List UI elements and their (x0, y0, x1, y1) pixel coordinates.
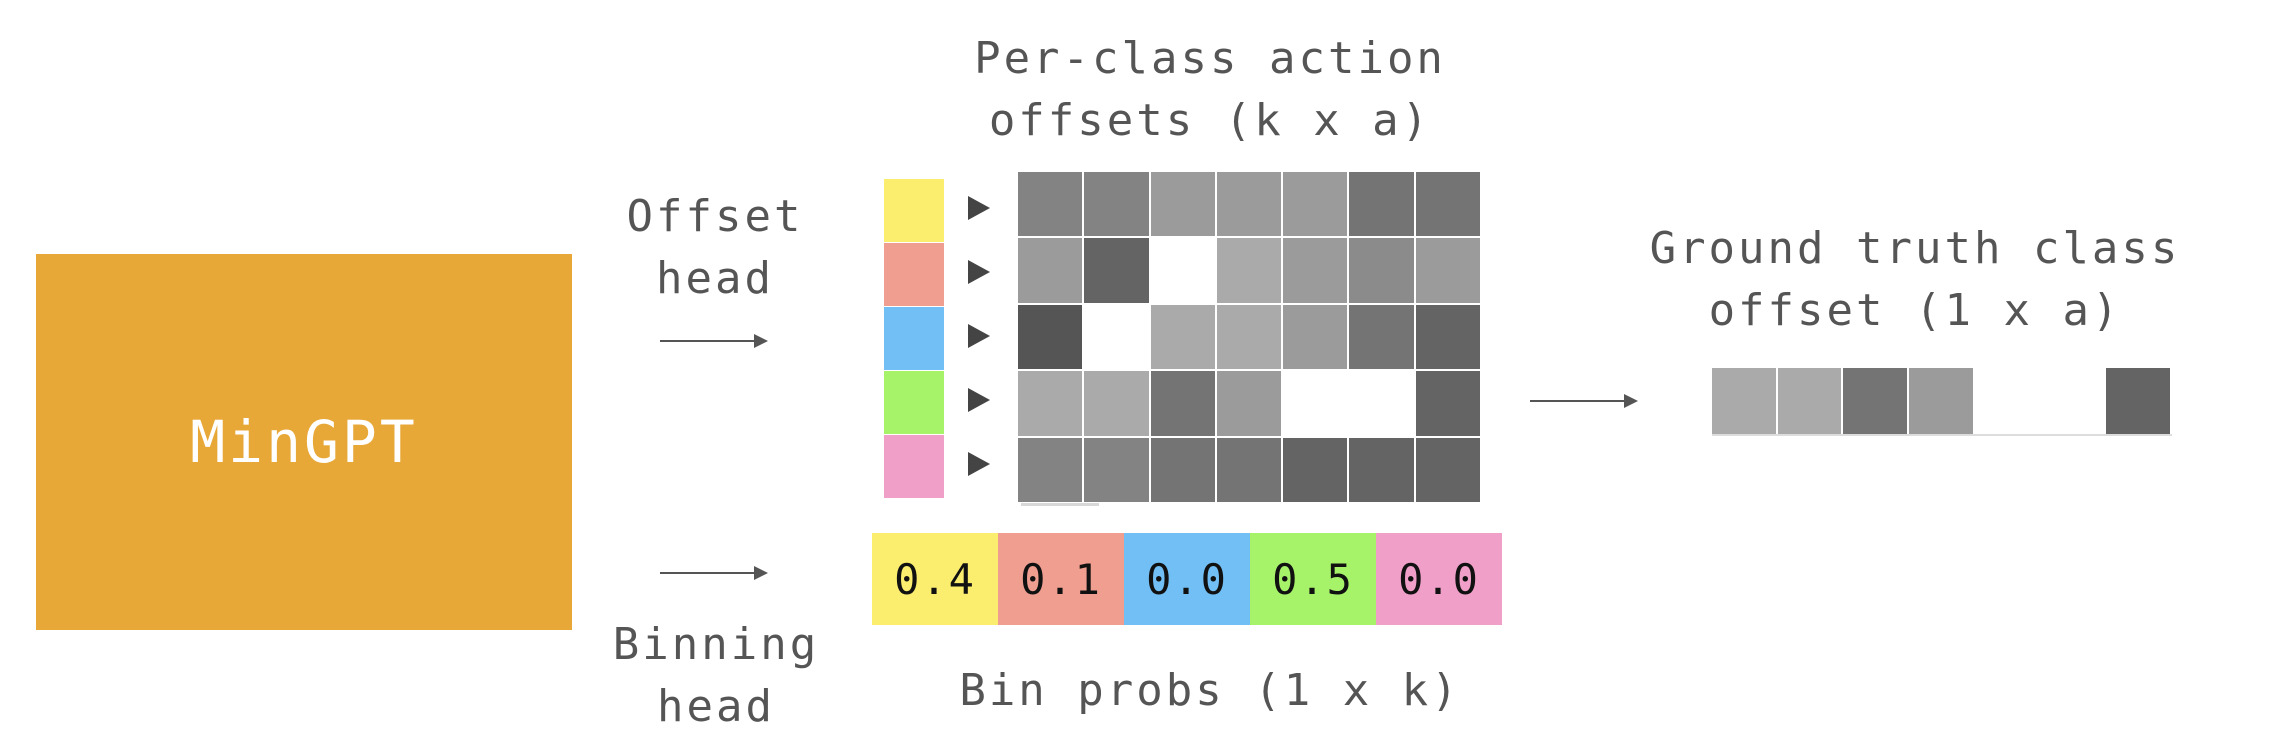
offset-cell (1018, 371, 1083, 436)
offset-cell (1084, 238, 1149, 303)
offset-cell (1216, 304, 1282, 370)
offset-cell (1415, 304, 1480, 370)
gt-offset-cell (1777, 368, 1842, 434)
mingpt-label: MinGPT (190, 408, 418, 476)
offset-cell (1283, 304, 1348, 370)
offset-grid (1018, 172, 1482, 504)
class-color-swatch (884, 435, 944, 498)
gt-offset-cell (1974, 368, 2039, 434)
gt-offset-cell (2106, 368, 2170, 434)
offset-head-line1: Offset (626, 191, 804, 242)
offsets-title-line2: offsets (k x a) (988, 95, 1432, 146)
gt-offset-cell (1909, 368, 1973, 434)
class-color-swatch (884, 307, 944, 370)
offset-cell (1283, 437, 1348, 502)
offset-cell (1283, 172, 1348, 237)
offset-cell (1216, 437, 1282, 502)
class-color-swatch (884, 179, 944, 242)
offset-cell (1018, 238, 1083, 303)
offset-cell (1150, 437, 1215, 502)
offset-cell (1415, 371, 1480, 436)
offset-head-line2: head (656, 253, 774, 304)
binning-head-line2: head (657, 681, 775, 732)
offset-head-arrow (660, 334, 768, 348)
gt-title-line1: Ground truth class (1649, 223, 2181, 274)
offset-cell (1349, 371, 1414, 436)
bin-probs-label: Bin probs (1 x k) (959, 665, 1461, 716)
offset-cell (1216, 238, 1282, 303)
offset-cell (1216, 172, 1282, 237)
offset-cell (1415, 238, 1480, 303)
offset-cell (1415, 437, 1480, 502)
offset-cell (1084, 172, 1149, 237)
bin-prob-cell: 0.0 (1376, 533, 1502, 625)
bin-prob-cell: 0.1 (998, 533, 1124, 625)
offset-cell (1150, 172, 1215, 237)
gt-offset-cell (2040, 368, 2105, 434)
gt-offset-cell (1843, 368, 1908, 434)
class-arrowhead-icon (968, 260, 990, 284)
gt-baseline (1712, 434, 2172, 436)
offset-cell (1084, 304, 1149, 370)
offset-cell (1018, 304, 1083, 370)
gt-offset-row (1712, 368, 2172, 434)
gt-title-line2: offset (1 x a) (1708, 285, 2122, 336)
class-arrowhead-icon (968, 388, 990, 412)
offset-cell (1349, 238, 1414, 303)
grid-underline (1021, 503, 1099, 506)
offsets-title-line1: Per-class action (974, 33, 1446, 84)
offset-cell (1349, 437, 1414, 502)
offset-cell (1349, 304, 1414, 370)
class-color-swatch (884, 371, 944, 434)
bin-prob-cell: 0.0 (1124, 533, 1250, 625)
offset-cell (1150, 371, 1215, 436)
class-arrowhead-icon (968, 196, 990, 220)
offset-cell (1283, 371, 1348, 436)
gt-arrow (1530, 394, 1638, 408)
offset-cell (1018, 437, 1083, 502)
offset-head-label: Offset head (612, 186, 818, 310)
mingpt-block: MinGPT (36, 254, 572, 630)
offset-cell (1283, 238, 1348, 303)
offsets-title: Per-class action offsets (k x a) (930, 28, 1490, 152)
class-color-swatch (884, 243, 944, 306)
offset-cell (1084, 371, 1149, 436)
offset-cell (1018, 172, 1083, 237)
class-arrowhead-icon (968, 452, 990, 476)
binning-head-arrow (660, 566, 768, 580)
class-arrowhead-icon (968, 324, 990, 348)
offset-cell (1415, 172, 1480, 237)
bin-prob-cell: 0.5 (1250, 533, 1376, 625)
gt-offset-cell (1712, 368, 1776, 434)
bin-prob-cell: 0.4 (872, 533, 998, 625)
offset-cell (1150, 238, 1215, 303)
binning-head-line1: Binning (612, 619, 820, 670)
offset-cell (1349, 172, 1414, 237)
binning-head-label: Binning head (608, 614, 824, 738)
offset-cell (1084, 437, 1149, 502)
offset-cell (1216, 371, 1282, 436)
gt-title: Ground truth class offset (1 x a) (1620, 218, 2210, 342)
offset-cell (1150, 304, 1215, 370)
